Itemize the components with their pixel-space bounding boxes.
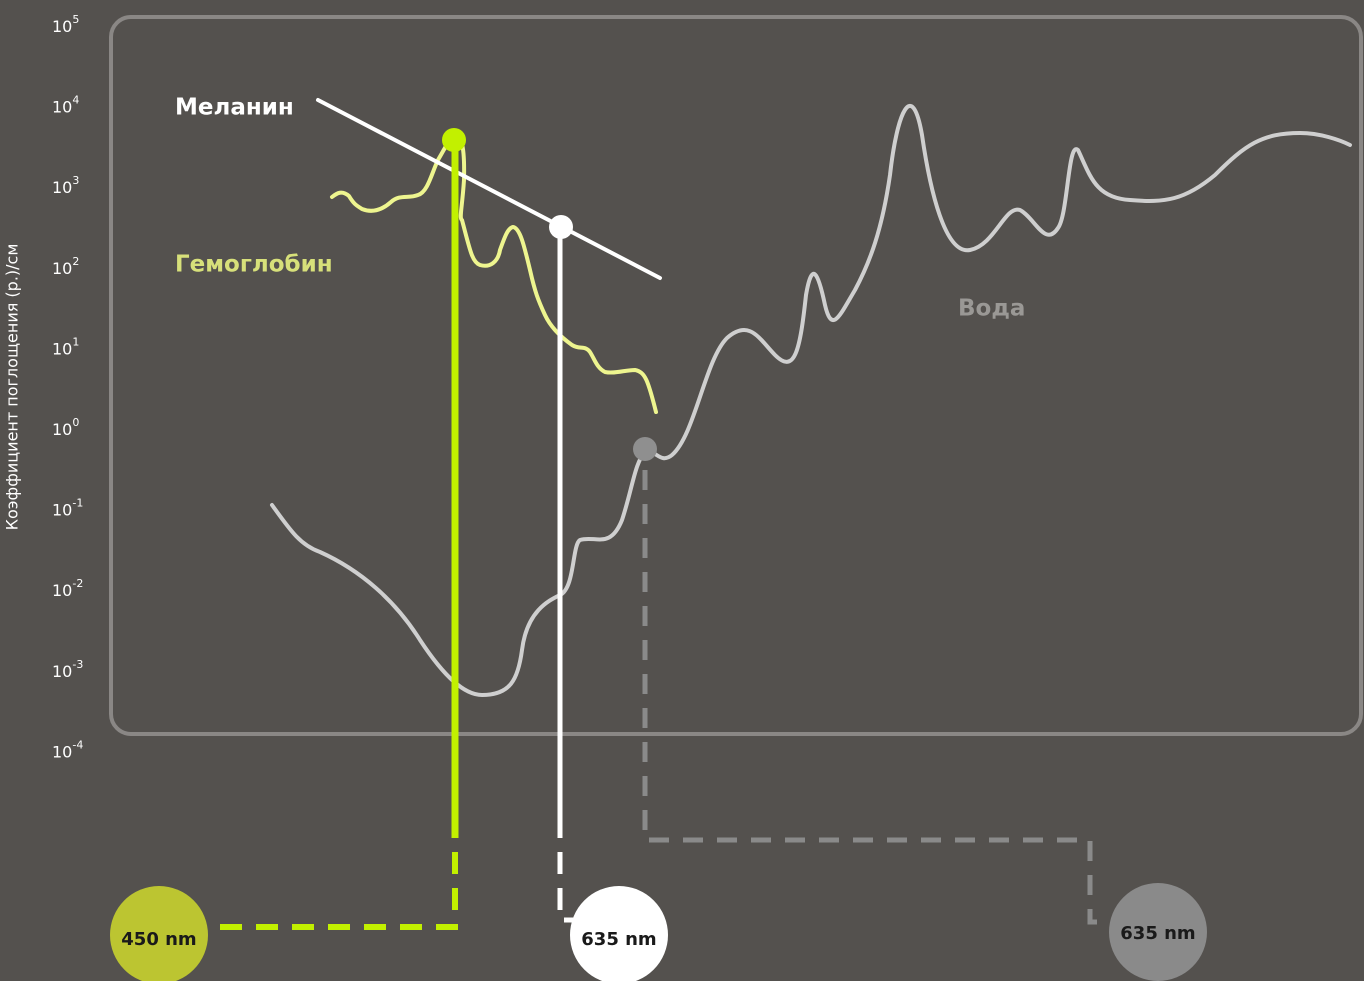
series-line-water [270, 104, 1352, 697]
y-tick-label: 10-3 [52, 658, 83, 681]
marker-dot-450nm [442, 128, 466, 152]
marker-dot-635nm-melanin [549, 215, 573, 239]
y-tick-label: 10-2 [52, 577, 83, 600]
marker-connector-450nm [213, 852, 458, 930]
y-tick-label: 103 [52, 174, 79, 197]
wavelength-badge-635nm-water-label: 635 nm [1120, 923, 1195, 944]
y-tick-label: 104 [52, 94, 79, 117]
marker-dot-635nm-water [633, 437, 657, 461]
series-label-melanin: Меланин [175, 95, 294, 121]
marker-connector-635nm-melanin [557, 852, 575, 923]
series-line-hemoglobin [330, 133, 658, 414]
series-line-melanin [316, 98, 662, 280]
y-tick-label: 100 [52, 416, 79, 439]
plot-frame [109, 15, 1363, 736]
series-label-water: Вода [958, 296, 1025, 322]
wavelength-badge-635nm-melanin [570, 886, 668, 981]
marker-connector-635nm-water [642, 470, 1110, 925]
series-label-hemoglobin: Гемоглобин [175, 252, 333, 278]
y-tick-label: 105 [52, 13, 79, 36]
wavelength-badge-450nm [110, 886, 208, 981]
y-axis-label: Коэффициент поглощения (р.)/см [3, 244, 22, 531]
wavelength-badge-450nm-label: 450 nm [121, 929, 196, 950]
y-tick-label: 101 [52, 335, 79, 358]
wavelength-badge-635nm-water [1109, 883, 1207, 981]
y-tick-label: 102 [52, 255, 79, 278]
y-axis-ticks: 105 104 103 102 101 100 10-1 10-2 10-3 10-4 [52, 13, 83, 761]
y-tick-label: 10-4 [52, 738, 83, 761]
wavelength-badge-635nm-melanin-label: 635 nm [581, 929, 656, 950]
y-tick-label: 10-1 [52, 497, 83, 519]
